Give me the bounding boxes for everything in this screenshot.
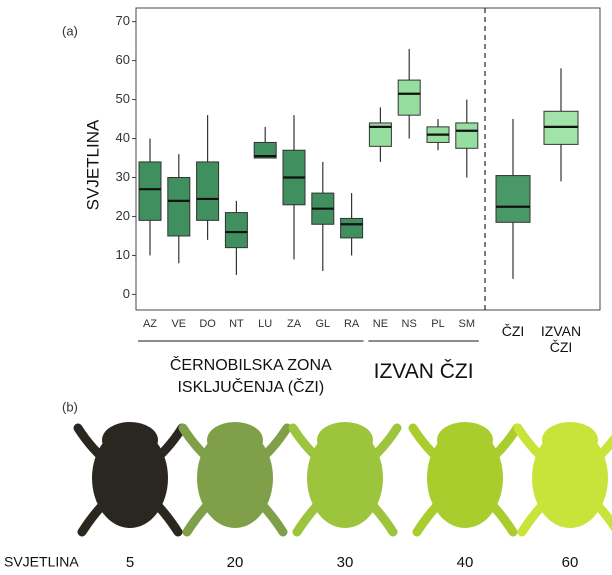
frog bbox=[408, 422, 522, 537]
row-label: SVJETLINA bbox=[4, 554, 79, 570]
x-tick-label: SM bbox=[459, 318, 476, 330]
box bbox=[397, 79, 421, 116]
x-tick-label: VE bbox=[171, 318, 186, 330]
box bbox=[340, 217, 364, 239]
box bbox=[167, 177, 191, 237]
x-tick-label: IZVAN ČZI bbox=[541, 323, 581, 355]
frog-head bbox=[542, 422, 598, 458]
frog bbox=[73, 422, 187, 537]
y-axis-title: SVJETLINA bbox=[83, 119, 102, 210]
frog-head bbox=[207, 422, 263, 458]
x-tick-label: PL bbox=[431, 318, 444, 330]
x-tick-label: NE bbox=[373, 318, 388, 330]
box bbox=[253, 141, 277, 159]
frog bbox=[288, 422, 402, 537]
y-tick-label: 70 bbox=[116, 13, 130, 28]
x-tick-label: RA bbox=[344, 318, 360, 330]
value-label: 60 bbox=[562, 554, 579, 571]
box bbox=[138, 161, 162, 221]
box bbox=[368, 122, 392, 147]
y-tick-label: 0 bbox=[123, 286, 130, 301]
plot-frame bbox=[135, 7, 601, 311]
value-label: 5 bbox=[126, 554, 134, 571]
frog bbox=[513, 422, 612, 537]
value-label: 20 bbox=[227, 554, 244, 571]
y-tick-label: 10 bbox=[116, 247, 130, 262]
x-tick-label: NS bbox=[402, 318, 417, 330]
frog-head bbox=[437, 422, 493, 458]
box bbox=[224, 212, 248, 249]
panel-label: (a) bbox=[62, 23, 78, 38]
x-tick-label: NT bbox=[229, 318, 244, 330]
x-tick-label: LU bbox=[258, 318, 272, 330]
group-label: IZVAN ČZI bbox=[374, 360, 474, 383]
panel-label: (b) bbox=[62, 399, 78, 414]
y-tick-label: 40 bbox=[116, 130, 130, 145]
x-tick-label: GL bbox=[315, 318, 330, 330]
x-tick-label: DO bbox=[199, 318, 216, 330]
box bbox=[196, 161, 220, 221]
frog-head bbox=[317, 422, 373, 458]
frog bbox=[178, 422, 292, 537]
x-tick-label: ČZI bbox=[502, 323, 525, 339]
frog-head bbox=[102, 422, 158, 458]
value-label: 40 bbox=[457, 554, 474, 571]
y-tick-label: 30 bbox=[116, 169, 130, 184]
group-label: ČERNOBILSKA ZONA ISKLJUČENJA (ČZI) bbox=[170, 355, 332, 396]
value-label: 30 bbox=[337, 554, 354, 571]
box bbox=[455, 122, 479, 149]
x-tick-label: ZA bbox=[287, 318, 302, 330]
box bbox=[495, 175, 531, 223]
y-tick-label: 20 bbox=[116, 208, 130, 223]
x-tick-label: AZ bbox=[143, 318, 157, 330]
y-tick-label: 50 bbox=[116, 91, 130, 106]
y-tick-label: 60 bbox=[116, 52, 130, 67]
